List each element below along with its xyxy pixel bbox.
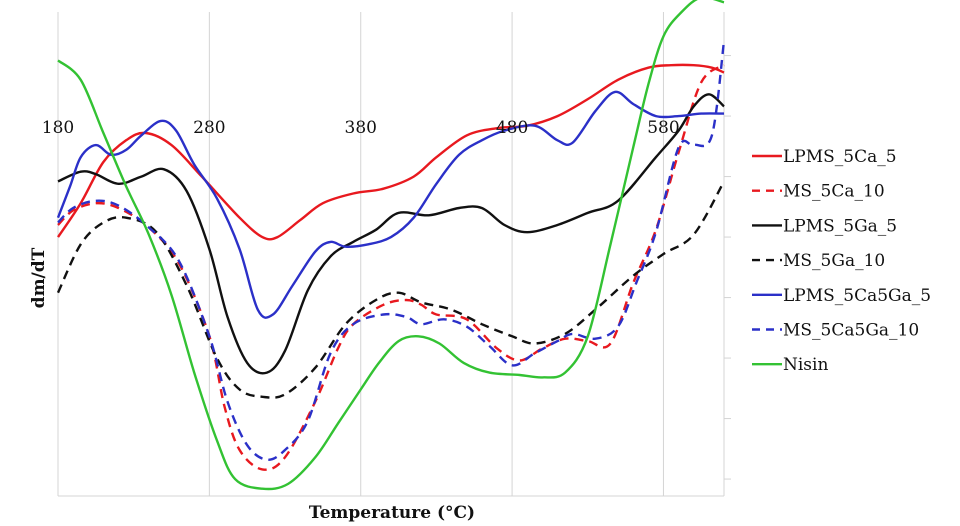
series-line-1 [57,63,725,241]
legend-item: LPMS_5Ga_5 [752,216,897,236]
legend-label: LPMS_5Ga_5 [783,216,897,236]
legend-label: LPMS_5Ca5Ga_5 [783,286,931,306]
x-tick-label: 480 [496,118,528,138]
legend-label: LPMS_5Ca_5 [783,147,897,167]
x-axis-label: Temperature (°C) [309,503,475,523]
series-layer [56,0,726,491]
y-axis-label: dm/dT [29,247,49,308]
legend-label: MS_5Ca5Ga_10 [783,321,919,341]
legend-item: LPMS_5Ca_5 [752,147,897,167]
x-tick-label: 380 [345,118,377,138]
x-tick-label: 280 [193,118,225,138]
series-line-6 [57,40,726,461]
plot-frame [57,12,731,497]
x-tick-label: 580 [647,118,679,138]
series-line-7 [57,0,725,491]
x-tick-labels: 180 280 380 480 580 [42,118,680,138]
legend-item: MS_5Ga_10 [752,251,885,271]
legend-item: LPMS_5Ca5Ga_5 [752,286,931,306]
series-line-2 [57,64,725,471]
series-line-4 [56,180,726,399]
grid-lines [208,12,664,496]
legend-item: MS_5Ca5Ga_10 [752,321,919,341]
x-tick-label: 180 [42,118,74,138]
legend-label: MS_5Ca_10 [783,182,885,202]
legend-label: MS_5Ga_10 [783,251,885,271]
legend: LPMS_5Ca_5 MS_5Ca_10 LPMS_5Ga_5 MS_5Ga_10 LP… [752,147,931,375]
series-line-3 [57,93,725,375]
series-line-5 [56,90,725,319]
legend-item: Nisin [752,355,828,375]
legend-label: Nisin [783,355,828,375]
legend-item: MS_5Ca_10 [752,182,885,202]
